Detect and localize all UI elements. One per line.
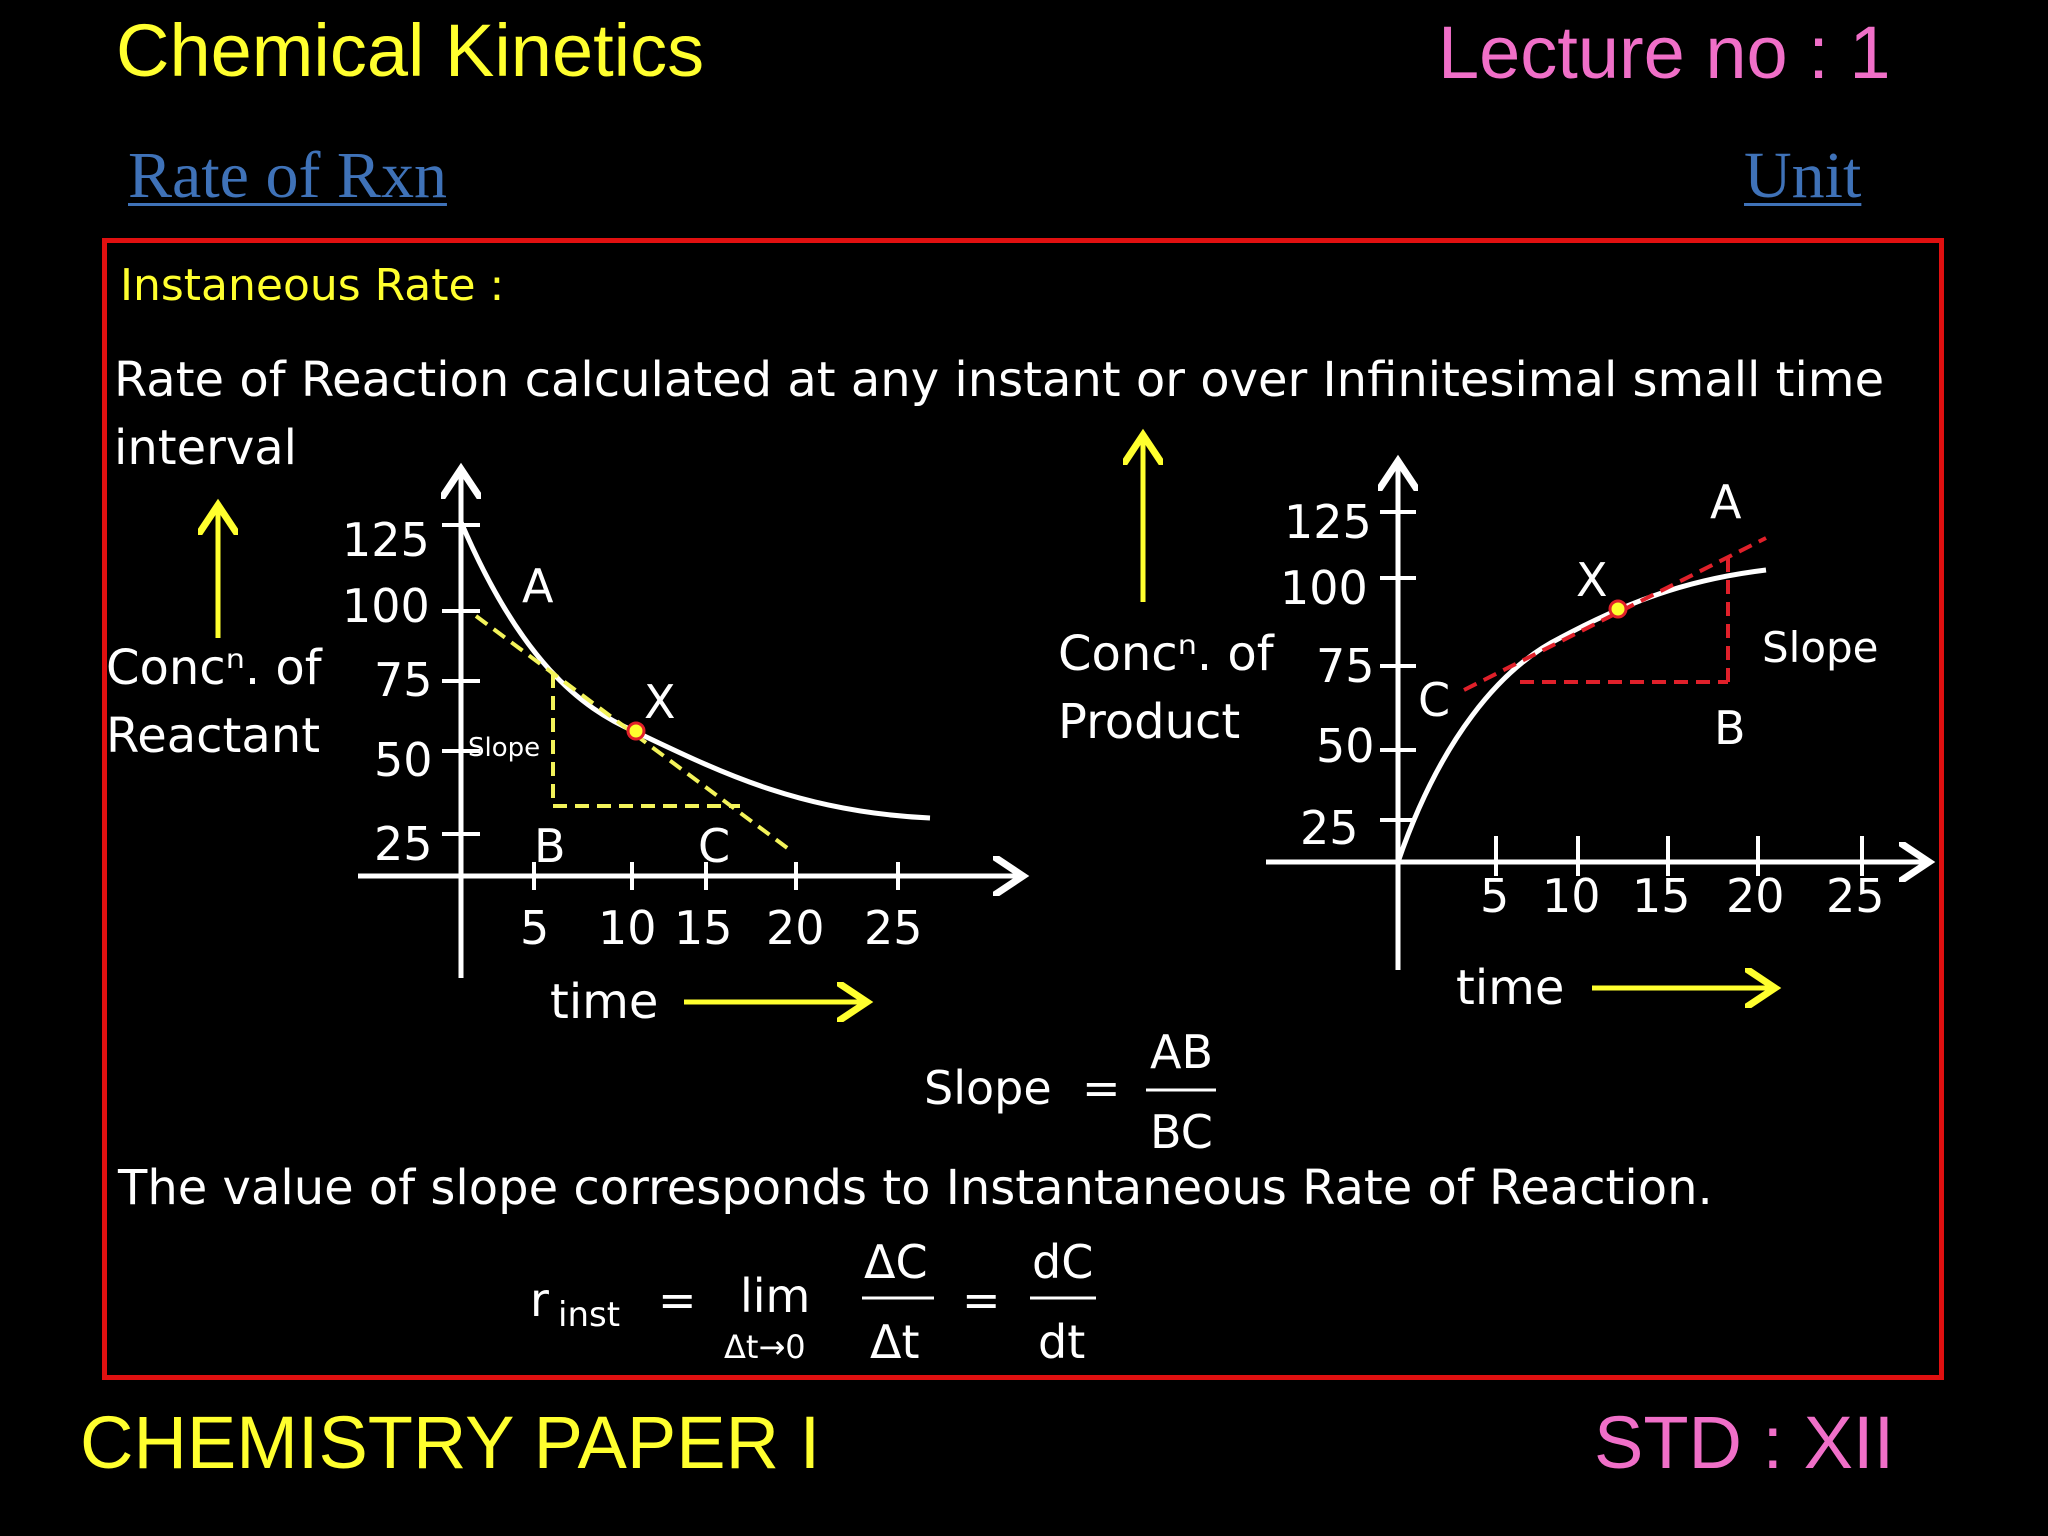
product-ytick-label: 125 (1284, 495, 1372, 549)
product-ytick-label: 50 (1316, 719, 1375, 773)
product-growth-curve (1395, 567, 1767, 863)
product-ylabel-line2: Product (1058, 694, 1241, 750)
section-heading: Instaneous Rate : (120, 260, 505, 311)
footer-paper: CHEMISTRY PAPER I (80, 1401, 821, 1484)
slope-numerator: AB (1150, 1025, 1213, 1079)
reactant-ytick-label: 75 (374, 653, 433, 707)
product-label-c: C (1418, 673, 1450, 727)
reactant-slope-tag: Slope (468, 733, 540, 763)
reactant-label-x: X (644, 675, 676, 729)
reactant-xtick-label: 15 (674, 901, 733, 955)
definition-line-1: Rate of Reaction calculated at any insta… (114, 352, 1885, 408)
rate-of-rxn-link[interactable]: Rate of Rxn (128, 139, 447, 212)
reactant-ylabel-line2: Reactant (106, 708, 321, 764)
rate-formula: r inst = lim Δt→0 ΔC Δt = dC dt (530, 1235, 1096, 1369)
formula-lim-sub: Δt→0 (724, 1328, 806, 1366)
formula-num2: dC (1032, 1235, 1093, 1289)
formula-r: r (530, 1273, 549, 1327)
definition-line-2: interval (114, 420, 297, 476)
slope-formula-label: Slope (924, 1061, 1052, 1115)
reactant-xtick-label: 25 (864, 901, 923, 955)
product-ylabel-line1: Concⁿ. of (1058, 626, 1274, 682)
product-ytick-label: 75 (1316, 639, 1375, 693)
reactant-xlabel: time (550, 974, 659, 1030)
product-xtick-label: 20 (1726, 869, 1785, 923)
slope-denominator: BC (1150, 1105, 1213, 1159)
footer-std: STD : XII (1594, 1401, 1895, 1484)
reactant-xtick-label: 20 (766, 901, 825, 955)
product-label-x: X (1576, 553, 1608, 607)
conclusion-text: The value of slope corresponds to Instan… (118, 1160, 1713, 1216)
reactant-label-a: A (522, 559, 554, 613)
product-ytick-label: 100 (1280, 561, 1368, 615)
formula-lim: lim (740, 1269, 810, 1323)
product-point-x (1608, 599, 1628, 619)
product-xtick-label: 10 (1542, 869, 1601, 923)
product-ytick-label: 25 (1300, 801, 1359, 855)
reactant-label-b: B (534, 819, 566, 873)
reactant-ytick-label: 25 (374, 817, 433, 871)
slope-formula: Slope = AB BC (924, 1025, 1216, 1159)
reactant-xtick-label: 5 (520, 901, 549, 955)
product-xtick-label: 5 (1480, 869, 1509, 923)
equals-sign: = (658, 1273, 697, 1327)
product-xtick-label: 25 (1826, 869, 1885, 923)
equals-sign: = (962, 1273, 1001, 1327)
product-graph: 125 100 75 50 25 5 10 15 20 25 A X C B S… (1266, 466, 1924, 970)
formula-den2: dt (1038, 1315, 1085, 1369)
reactant-ytick-label: 100 (342, 579, 430, 633)
formula-num1: ΔC (864, 1235, 928, 1289)
product-label-a: A (1710, 475, 1742, 529)
product-label-b: B (1714, 701, 1746, 755)
reactant-graph: 125 100 75 50 25 5 10 15 20 25 A X B C S… (342, 474, 1018, 978)
lecture-number: Lecture no : 1 (1438, 11, 1891, 94)
product-tangent-line (1463, 536, 1767, 692)
reactant-xtick-label: 10 (598, 901, 657, 955)
content-frame (102, 238, 1944, 1380)
product-xlabel: time (1456, 960, 1565, 1016)
formula-sub-inst: inst (558, 1295, 620, 1335)
formula-den1: Δt (870, 1315, 920, 1369)
product-xtick-label: 15 (1632, 869, 1691, 923)
reactant-point-x (626, 721, 646, 741)
reactant-ytick-label: 50 (374, 733, 433, 787)
reactant-label-c: C (698, 819, 730, 873)
reactant-ytick-label: 125 (342, 513, 430, 567)
equals-sign: = (1082, 1061, 1121, 1115)
reactant-ylabel-line1: Concⁿ. of (106, 640, 322, 696)
page-title: Chemical Kinetics (116, 9, 705, 92)
unit-link[interactable]: Unit (1744, 139, 1862, 212)
product-slope-tag: Slope (1762, 623, 1879, 672)
